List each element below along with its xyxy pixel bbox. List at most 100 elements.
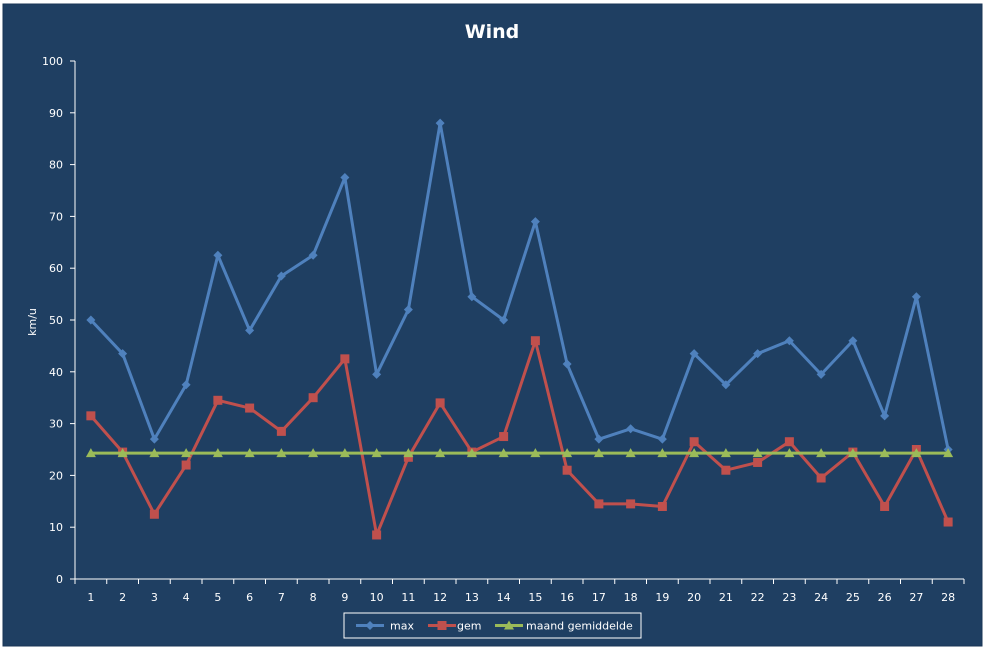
- data-point: [435, 398, 445, 408]
- x-tick-label: 2: [119, 591, 126, 604]
- x-tick-label: 12: [433, 591, 447, 604]
- x-tick-label: 1: [87, 591, 94, 604]
- data-point: [721, 465, 731, 475]
- y-tick-label: 40: [49, 366, 63, 379]
- legend-marker: [365, 621, 375, 630]
- data-point: [308, 393, 318, 403]
- series-maand-gemiddelde: [85, 448, 954, 458]
- legend-item: gem: [428, 620, 481, 633]
- x-tick-label: 7: [278, 591, 285, 604]
- data-point: [435, 118, 445, 128]
- legend-label: max: [390, 620, 414, 633]
- series-layer: [85, 118, 954, 540]
- data-point: [212, 448, 223, 458]
- data-point: [943, 448, 954, 458]
- x-tick-label: 16: [560, 591, 574, 604]
- legend-item: max: [356, 620, 414, 633]
- data-point: [467, 292, 477, 302]
- data-point: [245, 403, 255, 413]
- data-point: [149, 434, 159, 444]
- data-point: [213, 250, 223, 260]
- data-point: [657, 448, 668, 458]
- data-point: [245, 325, 255, 335]
- data-point: [720, 448, 731, 458]
- data-point: [403, 448, 414, 458]
- data-point: [499, 315, 509, 325]
- data-point: [848, 336, 858, 346]
- y-tick-label: 90: [49, 107, 63, 120]
- data-point: [689, 448, 700, 458]
- data-point: [340, 173, 350, 183]
- data-point: [880, 411, 890, 421]
- data-point: [403, 305, 413, 315]
- y-tick-label: 80: [49, 159, 63, 172]
- data-point: [626, 499, 636, 509]
- data-point: [118, 349, 128, 359]
- data-point: [753, 457, 763, 467]
- data-point: [784, 448, 795, 458]
- y-tick-label: 50: [49, 314, 63, 327]
- data-point: [181, 460, 191, 470]
- data-point: [689, 349, 699, 359]
- x-tick-label: 9: [341, 591, 348, 604]
- data-point: [562, 465, 572, 475]
- x-tick-label: 3: [151, 591, 158, 604]
- data-point: [372, 530, 382, 540]
- chart-background: [2, 3, 983, 647]
- data-point: [626, 424, 636, 434]
- data-point: [244, 448, 255, 458]
- data-point: [499, 432, 509, 442]
- data-point: [181, 380, 191, 390]
- x-tick-label: 4: [183, 591, 190, 604]
- y-tick-label: 60: [49, 262, 63, 275]
- data-point: [784, 437, 794, 447]
- x-tick-label: 28: [941, 591, 955, 604]
- legend-marker: [504, 620, 514, 630]
- data-point: [498, 448, 509, 458]
- data-point: [657, 501, 667, 511]
- data-point: [657, 434, 667, 444]
- legend: max gem maand gemiddelde: [343, 612, 642, 639]
- data-point: [149, 509, 159, 519]
- data-point: [562, 359, 572, 369]
- data-point: [308, 448, 319, 458]
- data-point: [752, 448, 763, 458]
- data-point: [562, 448, 573, 458]
- data-point: [371, 448, 382, 458]
- x-tick-label: 20: [687, 591, 701, 604]
- y-tick-label: 20: [49, 469, 63, 482]
- data-point: [594, 499, 604, 509]
- data-point: [86, 411, 96, 421]
- y-tick-label: 70: [49, 210, 63, 223]
- chart-title: Wind: [465, 21, 520, 43]
- x-tick-label: 22: [751, 591, 765, 604]
- series-line: [89, 121, 950, 450]
- data-point: [340, 354, 350, 364]
- data-point: [276, 271, 286, 281]
- data-point: [530, 336, 540, 346]
- y-tick-label: 0: [56, 573, 63, 586]
- x-tick-label: 27: [909, 591, 923, 604]
- data-point: [85, 448, 96, 458]
- legend-label: maand gemiddelde: [526, 620, 633, 633]
- legend-item: maand gemiddelde: [495, 620, 633, 633]
- data-point: [466, 448, 477, 458]
- data-point: [117, 448, 128, 458]
- x-tick-label: 15: [528, 591, 542, 604]
- data-point: [911, 292, 921, 302]
- series-line: [89, 339, 950, 537]
- x-tick-label: 25: [846, 591, 860, 604]
- x-tick-label: 23: [782, 591, 796, 604]
- legend-marker: [437, 621, 447, 630]
- data-point: [530, 217, 540, 227]
- x-tick-label: 21: [719, 591, 733, 604]
- data-point: [879, 448, 890, 458]
- data-point: [943, 517, 953, 527]
- data-point: [276, 426, 286, 436]
- data-point: [403, 452, 413, 462]
- data-point: [372, 369, 382, 379]
- x-tick-label: 5: [214, 591, 221, 604]
- x-tick-label: 13: [465, 591, 479, 604]
